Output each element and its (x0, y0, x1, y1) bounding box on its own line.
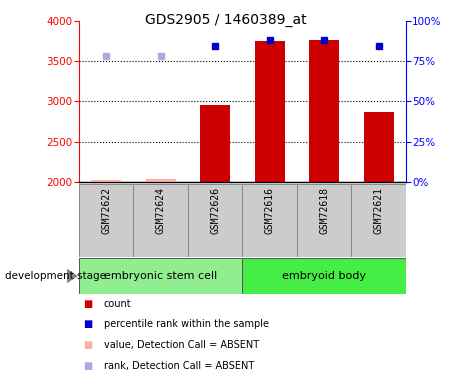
Text: embryonic stem cell: embryonic stem cell (104, 271, 217, 281)
Bar (79, 258, 242, 294)
Bar (243, 258, 406, 294)
Bar (364, 112, 394, 182)
Text: GSM72618: GSM72618 (319, 188, 329, 234)
Bar (188, 184, 243, 257)
Text: ■: ■ (83, 299, 93, 309)
Text: value, Detection Call = ABSENT: value, Detection Call = ABSENT (104, 340, 259, 350)
Text: count: count (104, 299, 131, 309)
Bar (309, 40, 339, 182)
Bar (133, 184, 188, 257)
Bar (243, 184, 297, 257)
Bar (200, 105, 230, 182)
Text: GSM72622: GSM72622 (101, 188, 111, 234)
Bar (255, 41, 285, 182)
Bar (146, 180, 175, 182)
Text: embryoid body: embryoid body (282, 271, 366, 281)
Text: rank, Detection Call = ABSENT: rank, Detection Call = ABSENT (104, 361, 254, 370)
Text: GSM72616: GSM72616 (265, 188, 275, 234)
Text: GSM72621: GSM72621 (373, 188, 384, 234)
Text: ■: ■ (83, 320, 93, 329)
Text: ■: ■ (83, 340, 93, 350)
Text: ■: ■ (83, 361, 93, 370)
Bar (351, 184, 406, 257)
Bar (79, 184, 133, 257)
Polygon shape (67, 269, 77, 283)
Text: percentile rank within the sample: percentile rank within the sample (104, 320, 269, 329)
Bar (91, 180, 121, 182)
Text: GDS2905 / 1460389_at: GDS2905 / 1460389_at (145, 13, 306, 27)
Text: GSM72626: GSM72626 (210, 188, 220, 234)
Text: GSM72624: GSM72624 (156, 188, 166, 234)
Bar (297, 184, 351, 257)
Text: development stage: development stage (5, 271, 106, 281)
